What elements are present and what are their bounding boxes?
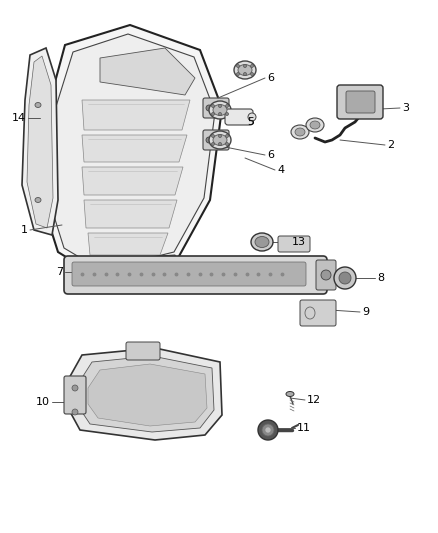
Ellipse shape xyxy=(234,61,256,79)
Polygon shape xyxy=(88,233,168,255)
Ellipse shape xyxy=(212,142,215,146)
Text: 14: 14 xyxy=(12,113,26,123)
Polygon shape xyxy=(84,200,177,228)
Text: 6: 6 xyxy=(267,73,274,83)
Ellipse shape xyxy=(226,112,229,116)
Ellipse shape xyxy=(286,392,294,397)
Ellipse shape xyxy=(212,112,215,116)
Ellipse shape xyxy=(237,64,240,68)
Polygon shape xyxy=(82,167,183,195)
Ellipse shape xyxy=(206,105,212,111)
Ellipse shape xyxy=(244,72,247,76)
Ellipse shape xyxy=(258,420,278,440)
Ellipse shape xyxy=(72,385,78,391)
Ellipse shape xyxy=(209,131,231,149)
FancyBboxPatch shape xyxy=(203,98,229,118)
Polygon shape xyxy=(40,25,222,278)
Text: 3: 3 xyxy=(402,103,409,113)
Ellipse shape xyxy=(219,134,222,138)
Text: 2: 2 xyxy=(387,140,394,150)
Ellipse shape xyxy=(248,113,256,121)
Polygon shape xyxy=(48,34,215,270)
Ellipse shape xyxy=(219,112,222,116)
Ellipse shape xyxy=(212,104,215,108)
Polygon shape xyxy=(115,255,180,278)
Text: 4: 4 xyxy=(277,165,284,175)
Text: 7: 7 xyxy=(56,267,63,277)
Ellipse shape xyxy=(35,198,41,203)
Ellipse shape xyxy=(244,64,247,68)
Ellipse shape xyxy=(226,142,229,146)
Ellipse shape xyxy=(209,101,231,119)
FancyBboxPatch shape xyxy=(64,376,86,414)
Ellipse shape xyxy=(262,424,274,436)
Ellipse shape xyxy=(226,104,229,108)
Text: 11: 11 xyxy=(297,423,311,433)
Ellipse shape xyxy=(334,267,356,289)
Ellipse shape xyxy=(219,142,222,146)
Ellipse shape xyxy=(212,134,215,138)
Text: 6: 6 xyxy=(267,150,274,160)
Ellipse shape xyxy=(219,104,222,108)
Ellipse shape xyxy=(226,134,229,138)
Ellipse shape xyxy=(206,137,212,143)
Text: 1: 1 xyxy=(21,225,28,235)
Polygon shape xyxy=(88,364,207,426)
Text: 9: 9 xyxy=(362,307,369,317)
Ellipse shape xyxy=(251,64,254,68)
Polygon shape xyxy=(68,348,222,440)
FancyBboxPatch shape xyxy=(278,236,310,252)
Ellipse shape xyxy=(213,104,227,116)
Polygon shape xyxy=(22,48,58,235)
FancyBboxPatch shape xyxy=(225,109,253,125)
Polygon shape xyxy=(78,356,214,432)
Ellipse shape xyxy=(251,72,254,76)
Text: 10: 10 xyxy=(36,397,50,407)
Ellipse shape xyxy=(35,102,41,108)
Ellipse shape xyxy=(237,72,240,76)
Polygon shape xyxy=(100,48,195,95)
Ellipse shape xyxy=(251,233,273,251)
Polygon shape xyxy=(27,56,53,228)
FancyBboxPatch shape xyxy=(337,85,383,119)
Ellipse shape xyxy=(295,128,305,136)
Ellipse shape xyxy=(306,118,324,132)
Polygon shape xyxy=(82,135,187,162)
Text: 8: 8 xyxy=(377,273,384,283)
Ellipse shape xyxy=(72,409,78,415)
Text: 5: 5 xyxy=(247,117,254,127)
FancyBboxPatch shape xyxy=(300,300,336,326)
FancyBboxPatch shape xyxy=(126,342,160,360)
FancyBboxPatch shape xyxy=(346,91,375,113)
Ellipse shape xyxy=(265,427,271,433)
Polygon shape xyxy=(82,100,190,130)
Ellipse shape xyxy=(339,272,351,284)
Ellipse shape xyxy=(310,121,320,129)
Text: 13: 13 xyxy=(292,237,306,247)
Text: 12: 12 xyxy=(307,395,321,405)
Ellipse shape xyxy=(213,134,227,146)
FancyBboxPatch shape xyxy=(316,260,336,290)
Ellipse shape xyxy=(255,237,269,247)
FancyBboxPatch shape xyxy=(203,130,229,150)
Ellipse shape xyxy=(238,64,252,76)
FancyBboxPatch shape xyxy=(64,256,327,294)
Ellipse shape xyxy=(321,270,331,280)
Ellipse shape xyxy=(291,125,309,139)
FancyBboxPatch shape xyxy=(72,262,306,286)
